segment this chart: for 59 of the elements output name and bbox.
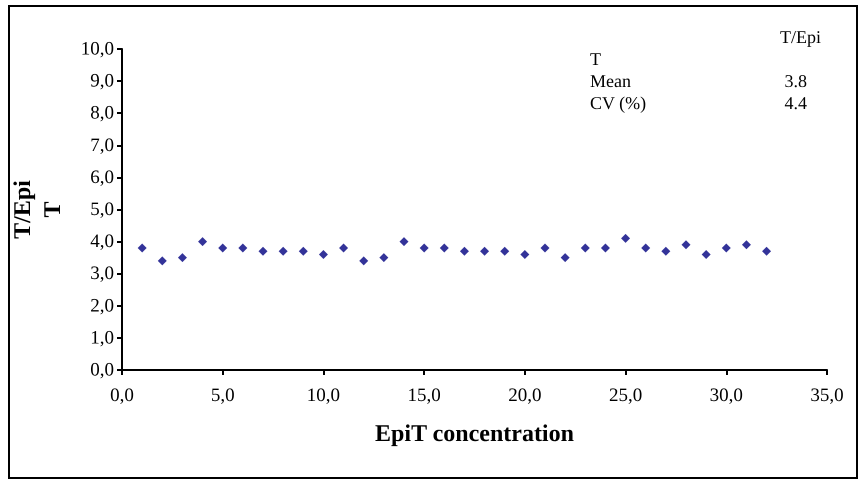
point xyxy=(238,244,248,253)
point xyxy=(762,246,772,256)
point xyxy=(400,237,408,246)
text: T/Epi xyxy=(780,27,822,47)
point xyxy=(621,234,630,243)
y-axis-title: T/Epi T xyxy=(10,180,66,239)
point xyxy=(339,244,348,253)
annotation: Mean xyxy=(590,71,631,91)
point xyxy=(420,244,429,253)
point xyxy=(500,246,510,256)
y-tick-label: 9,0 xyxy=(90,70,114,92)
y-tick-label: 6,0 xyxy=(90,166,114,188)
x-axis-title: EpiT concentration xyxy=(375,421,574,447)
y-tick-label: 7,0 xyxy=(90,134,114,156)
x-tick-label: 25,0 xyxy=(608,385,642,406)
point xyxy=(138,244,147,253)
point xyxy=(258,246,268,256)
point xyxy=(580,244,590,253)
point xyxy=(460,246,469,256)
annotation: 3.8 xyxy=(784,71,807,91)
point xyxy=(218,244,228,253)
annotation: CV (%) xyxy=(590,93,646,113)
point xyxy=(641,244,650,253)
y-tick-label: 10,0 xyxy=(80,38,114,60)
point xyxy=(742,240,751,250)
point xyxy=(318,250,328,259)
point xyxy=(379,253,388,262)
y-tick-label: 2,0 xyxy=(90,295,114,316)
annotation: T xyxy=(590,49,601,69)
point xyxy=(661,246,670,256)
x-tick-label: 30,0 xyxy=(710,385,743,406)
point xyxy=(540,244,550,253)
y-tick-label: 4,0 xyxy=(90,231,114,252)
point xyxy=(178,253,187,262)
point xyxy=(480,246,490,256)
x-tick-label: 20,0 xyxy=(508,385,542,406)
annotation: 4.4 xyxy=(784,93,807,113)
y-tick-label: 5,0 xyxy=(90,199,114,220)
point xyxy=(198,237,208,246)
point xyxy=(520,250,530,259)
y-tick-label: 8,0 xyxy=(90,102,114,124)
point xyxy=(600,244,610,253)
point xyxy=(702,250,711,259)
point xyxy=(298,246,308,256)
point xyxy=(440,244,449,253)
y-tick-label: 0,0 xyxy=(90,360,114,380)
x-tick-label: 5,0 xyxy=(210,385,235,406)
point xyxy=(722,244,731,253)
x-tick-label: 35,0 xyxy=(810,385,844,406)
point xyxy=(560,253,570,262)
point xyxy=(682,240,690,250)
point xyxy=(158,256,167,266)
point xyxy=(359,256,368,266)
point xyxy=(278,246,288,256)
y-tick-label: 1,0 xyxy=(90,327,114,348)
x-tick-label: 10,0 xyxy=(306,385,340,406)
x-tick-label: 0,0 xyxy=(110,385,134,406)
y-tick-label: 3,0 xyxy=(90,263,114,284)
x-tick-label: 15,0 xyxy=(408,385,441,406)
